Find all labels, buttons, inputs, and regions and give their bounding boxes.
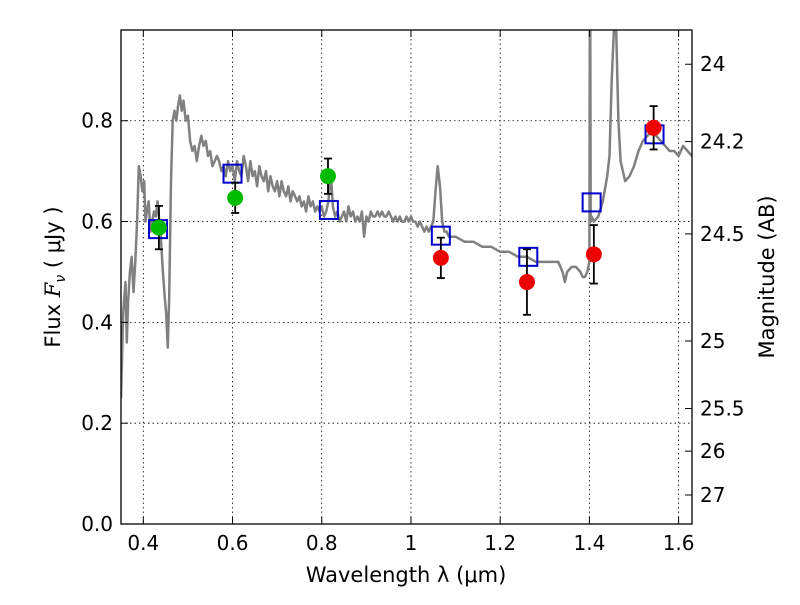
y-tick-label: 0.2 — [81, 411, 113, 435]
x-tick-label: 1.6 — [663, 531, 695, 555]
y-tick-label: 0.6 — [81, 210, 113, 234]
nir-data-point — [432, 249, 449, 266]
grid — [121, 30, 692, 525]
y-axis-title-subscript: ν — [53, 275, 69, 283]
ticks: 0.4 0.6 0.8 1 1.2 1.4 1.6 0.0 0.2 0.4 0.6 0.8 24 24.2… — [81, 30, 745, 555]
x-axis-title: Wavelength λ (μm) — [306, 563, 507, 587]
right-tick-label: 24.5 — [700, 222, 745, 246]
y-tick-label: 0.4 — [81, 310, 113, 334]
right-tick-label: 24 — [700, 52, 725, 76]
y-tick-label: 0.0 — [81, 512, 113, 536]
optical-data-point — [319, 168, 336, 185]
x-tick-label: 1.2 — [484, 531, 516, 555]
model-sed-line — [121, 30, 692, 399]
x-tick-label: 0.6 — [217, 531, 249, 555]
nir-data-point — [518, 274, 535, 291]
right-tick-label: 24.2 — [700, 130, 745, 154]
nir-data-point — [645, 119, 662, 136]
x-tick-label: 0.4 — [127, 531, 159, 555]
y-axis-title: Flux Fν ( μJy ) — [41, 206, 69, 347]
y-tick-label: 0.8 — [81, 109, 113, 133]
right-tick-label: 25 — [700, 329, 725, 353]
right-tick-label: 25.5 — [700, 397, 745, 421]
model-photometry-square — [581, 192, 602, 213]
right-tick-label: 26 — [700, 439, 725, 463]
model-photometry-square — [518, 246, 539, 267]
optical-data-point — [150, 219, 167, 236]
model-photometry-square — [318, 199, 339, 220]
x-tick-label: 0.8 — [306, 531, 338, 555]
right-tick-label: 27 — [700, 483, 725, 507]
nir-data-point — [585, 246, 602, 263]
y-axis-right-title: Magnitude (AB) — [755, 195, 779, 358]
x-tick-label: 1 — [405, 531, 418, 555]
y-axis-title-symbol: F — [41, 281, 65, 298]
plot-series — [121, 30, 692, 399]
optical-data-point — [227, 189, 244, 206]
y-axis-title-prefix: Flux — [41, 297, 65, 347]
x-tick-label: 1.4 — [573, 531, 605, 555]
plot-frame — [120, 29, 693, 525]
y-axis-title-unit: ( μJy ) — [41, 206, 65, 274]
